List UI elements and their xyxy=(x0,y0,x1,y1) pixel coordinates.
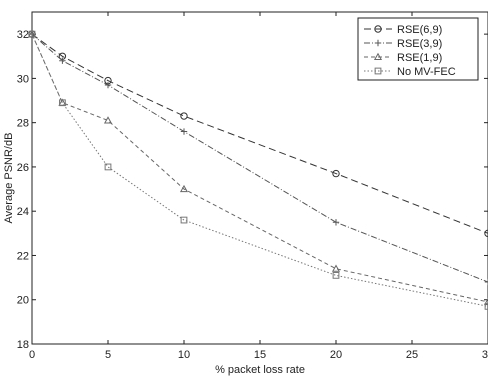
x-tick-label: 5 xyxy=(105,349,111,361)
data-point xyxy=(483,297,488,306)
data-point xyxy=(59,99,66,107)
data-point xyxy=(180,112,188,120)
y-tick-label: 18 xyxy=(17,339,29,351)
legend-label: RSE(6,9) xyxy=(397,24,442,36)
series-line xyxy=(31,33,488,283)
legend-entry: RSE(1,9) xyxy=(364,52,442,64)
legend-label: RSE(3,9) xyxy=(397,38,442,50)
y-tick-label: 20 xyxy=(17,295,29,307)
data-point xyxy=(374,25,382,33)
y-tick-label: 28 xyxy=(17,118,29,130)
legend-items: RSE(6,9) RSE(3,9) RSE(1,9) No MV-FEC xyxy=(364,24,456,78)
y-tick-label: 32 xyxy=(17,29,29,41)
x-tick-label: 30 xyxy=(482,349,488,361)
data-point xyxy=(104,163,112,171)
data-point xyxy=(332,169,340,178)
series-layer xyxy=(27,29,488,310)
y-tick-label: 24 xyxy=(17,206,29,218)
legend-label: No MV-FEC xyxy=(397,66,456,78)
series-no-mv-fec xyxy=(28,30,488,310)
y-tick-label: 26 xyxy=(17,162,29,174)
y-tick-label: 22 xyxy=(17,250,29,262)
data-point xyxy=(180,128,188,135)
y-tick-label: 30 xyxy=(17,73,29,85)
data-point xyxy=(374,39,382,47)
legend: RSE(6,9) RSE(3,9) RSE(1,9) No MV-FEC xyxy=(357,17,479,81)
x-tick-label: 15 xyxy=(254,349,266,361)
data-point xyxy=(179,184,189,193)
series-rse-1-9- xyxy=(27,29,488,306)
data-point xyxy=(373,52,383,61)
data-point xyxy=(59,57,66,64)
x-tick-label: 0 xyxy=(29,349,35,361)
x-tick-label: 20 xyxy=(330,349,342,361)
legend-label: RSE(1,9) xyxy=(397,52,442,64)
data-point xyxy=(104,81,112,89)
data-point xyxy=(484,278,488,286)
legend-entry: No MV-FEC xyxy=(364,66,456,78)
legend-box xyxy=(357,17,479,81)
y-axis-title: Average PSNR/dB xyxy=(3,133,15,224)
x-tick-label: 25 xyxy=(406,349,418,361)
data-point xyxy=(332,272,340,279)
series-line xyxy=(31,33,488,307)
x-tick-label: 10 xyxy=(178,349,190,361)
data-point xyxy=(103,116,113,124)
data-point xyxy=(331,264,341,272)
legend-entry: RSE(6,9) xyxy=(364,24,442,36)
x-axis-ticks: 0 5 10 15 20 25 30 xyxy=(29,12,488,361)
x-axis-title: % packet loss rate xyxy=(215,364,305,376)
data-point xyxy=(332,219,340,226)
legend-entry: RSE(3,9) xyxy=(364,38,442,50)
series-line xyxy=(31,33,488,303)
data-point xyxy=(180,216,188,224)
y-axis-ticks: 18 20 22 24 26 28 30 32 xyxy=(17,29,488,351)
data-point xyxy=(374,67,382,75)
data-point xyxy=(28,30,36,38)
